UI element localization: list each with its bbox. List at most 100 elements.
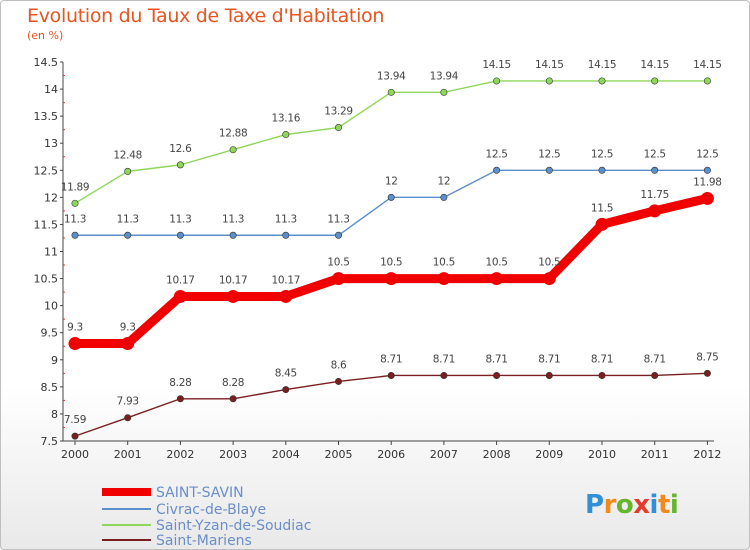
y-tick-label: 9.5 — [41, 327, 59, 340]
data-label: 7.59 — [64, 414, 86, 426]
data-label: 8.6 — [331, 359, 347, 371]
data-point — [124, 167, 132, 175]
y-tick-label: 7.5 — [41, 435, 59, 448]
x-tick-label: 2011 — [641, 448, 669, 461]
x-tick-label: 2002 — [166, 448, 194, 461]
data-point — [334, 124, 342, 132]
data-point — [124, 414, 132, 422]
data-label: 10.17 — [219, 274, 248, 286]
legend-label: Civrac-de-Blaye — [156, 502, 266, 518]
data-point — [332, 272, 345, 286]
y-tick-label: 13 — [44, 137, 58, 150]
data-point — [493, 166, 501, 174]
data-label: 14.15 — [640, 59, 669, 71]
x-tick-label: 2010 — [588, 448, 616, 461]
data-point — [595, 217, 609, 231]
data-label: 9.3 — [120, 322, 136, 334]
data-label: 8.71 — [380, 353, 402, 365]
data-label: 11.3 — [169, 213, 191, 225]
y-tick-label: 12 — [44, 191, 58, 204]
data-point — [229, 395, 237, 403]
data-point — [124, 231, 132, 239]
logo-letter: P — [585, 490, 604, 520]
data-point — [71, 231, 79, 239]
data-label: 10.17 — [272, 274, 301, 286]
data-point — [493, 371, 501, 379]
data-point — [176, 231, 184, 239]
data-label: 8.71 — [486, 353, 508, 365]
data-point — [648, 204, 662, 218]
x-tick-label: 2000 — [61, 448, 89, 461]
data-label: 10.5 — [486, 257, 508, 269]
data-point — [279, 289, 293, 303]
data-label: 8.71 — [644, 353, 666, 365]
logo-letter: t — [657, 490, 670, 520]
data-point — [651, 77, 659, 85]
data-point — [703, 369, 711, 377]
data-point — [282, 131, 290, 139]
data-label: 12.5 — [696, 148, 718, 160]
data-label: 7.93 — [117, 396, 139, 408]
data-label: 8.71 — [538, 353, 560, 365]
x-tick-label: 2005 — [325, 448, 353, 461]
data-point — [387, 88, 395, 96]
data-point — [229, 231, 237, 239]
data-label: 13.94 — [430, 70, 459, 82]
data-point — [493, 77, 501, 85]
data-label: 11.3 — [64, 213, 86, 225]
chart-title: Evolution du Taux de Taxe d'Habitation — [27, 5, 385, 27]
data-point — [229, 146, 237, 154]
data-point — [542, 272, 556, 286]
data-label: 11.3 — [117, 213, 139, 225]
logo-letter: x — [633, 490, 650, 520]
data-label: 11.75 — [640, 189, 669, 201]
data-label: 8.45 — [275, 368, 297, 380]
data-label: 12.88 — [219, 128, 248, 140]
data-label: 10.5 — [327, 257, 349, 269]
data-label: 11.3 — [275, 213, 297, 225]
data-point — [598, 371, 606, 379]
data-point — [282, 386, 290, 394]
data-label: 8.75 — [696, 351, 718, 363]
chart-unit-label: (en %) — [27, 29, 64, 42]
x-tick-label: 2003 — [219, 448, 247, 461]
y-tick-label: 11 — [44, 246, 58, 259]
data-point — [437, 272, 451, 286]
data-point — [440, 193, 448, 201]
data-point — [545, 77, 553, 85]
data-label: 12.5 — [644, 148, 666, 160]
data-point — [384, 272, 398, 286]
data-label: 8.28 — [222, 377, 244, 389]
data-point — [282, 231, 290, 239]
x-tick-label: 2006 — [377, 448, 405, 461]
data-label: 8.71 — [591, 353, 613, 365]
y-tick-label: 12.5 — [34, 164, 59, 177]
y-tick-label: 8.5 — [41, 381, 59, 394]
x-tick-label: 2007 — [430, 448, 458, 461]
data-label: 14.15 — [535, 59, 564, 71]
data-point — [121, 337, 135, 351]
data-point — [226, 289, 240, 303]
logo-letter: i — [649, 490, 659, 520]
x-tick-label: 2004 — [272, 448, 300, 461]
data-point — [173, 289, 187, 303]
x-tick-label: 2008 — [483, 448, 511, 461]
y-tick-label: 11.5 — [34, 218, 59, 231]
y-tick-label: 14.5 — [34, 56, 59, 69]
data-label: 10.5 — [380, 257, 402, 269]
legend-label: Saint-Yzan-de-Soudiac — [156, 518, 311, 534]
data-label: 12.5 — [591, 148, 613, 160]
data-label: 11.98 — [693, 176, 722, 188]
data-point — [545, 166, 553, 174]
data-point — [598, 77, 606, 85]
y-tick-label: 9 — [51, 354, 58, 367]
data-point — [703, 77, 711, 85]
data-label: 12.6 — [169, 143, 192, 155]
data-label: 10.5 — [538, 257, 560, 269]
data-label: 11.89 — [61, 181, 90, 193]
data-point — [68, 337, 82, 351]
data-point — [176, 395, 184, 403]
y-tick-label: 14 — [44, 83, 58, 96]
